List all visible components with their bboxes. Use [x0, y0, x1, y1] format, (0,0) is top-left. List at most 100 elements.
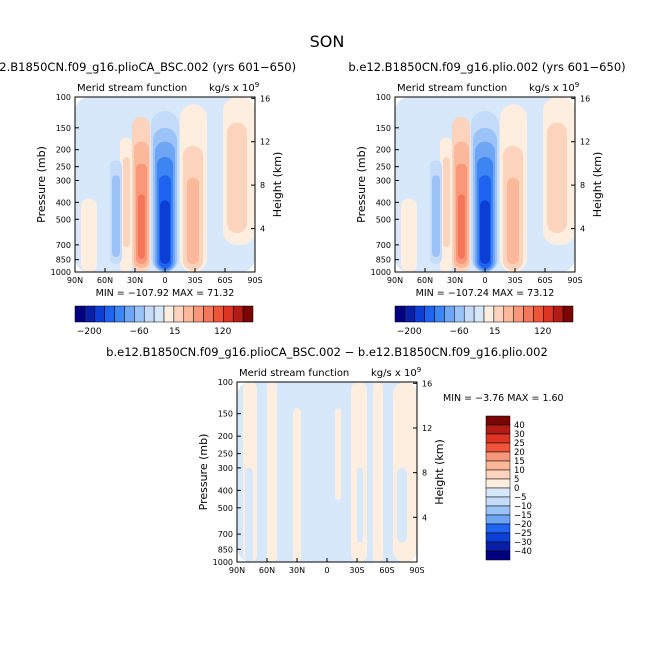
label-exponent: 9: [255, 81, 259, 89]
x-tick-label: 90N: [387, 276, 403, 285]
y-tick-label: 300: [218, 464, 233, 473]
y-tick-label: 850: [218, 545, 233, 554]
colorbar-label: 15: [169, 327, 180, 337]
y-tick-label: 400: [56, 198, 71, 207]
contour-region: [373, 382, 383, 562]
x-tick-label: 60N: [417, 276, 433, 285]
x-tick-label: 0: [162, 276, 167, 285]
contour-region: [443, 156, 450, 248]
colorbar-swatch: [404, 305, 416, 323]
y-tick-label: 700: [56, 241, 71, 250]
y2-tick-label: 8: [422, 469, 427, 478]
colorbar-label: 5: [514, 475, 519, 485]
y-tick-label: 150: [56, 124, 71, 133]
contour-region: [237, 382, 417, 562]
colorbar-swatch: [183, 305, 194, 323]
panel-left-label: Merid stream function: [397, 83, 507, 94]
colorbar-label: −60: [130, 327, 149, 337]
x-tick-label: 60S: [379, 566, 394, 575]
y-axis-title: Pressure (mb): [197, 434, 210, 511]
x-tick-label: 60S: [537, 276, 552, 285]
colorbar-label: 120: [534, 327, 551, 337]
colorbar-swatch: [485, 514, 511, 525]
x-tick-label: 90N: [67, 276, 83, 285]
colorbar-label: −40: [514, 547, 532, 557]
x-tick-label: 60N: [259, 566, 275, 575]
x-tick-label: 30S: [349, 566, 364, 575]
y2-tick-label: 8: [260, 181, 265, 190]
y-tick-label: 100: [218, 378, 233, 387]
colorbar-label: −200: [397, 327, 422, 337]
x-tick-label: 90N: [229, 566, 245, 575]
y-tick-label: 1000: [51, 268, 71, 277]
colorbar-swatch: [104, 305, 115, 323]
colorbar-label: 10: [514, 466, 525, 476]
y-tick-label: 250: [376, 163, 391, 172]
colorbar-swatch: [485, 460, 511, 471]
colorbar-swatch: [562, 305, 574, 323]
colorbar-swatch: [74, 305, 86, 323]
colorbar-swatch: [485, 415, 511, 426]
colorbar-label: 20: [514, 448, 525, 458]
y2-tick-label: 16: [580, 94, 590, 103]
colorbar-swatch: [134, 305, 145, 323]
y-tick-label: 850: [376, 256, 391, 265]
panel-stats: MIN = −3.76 MAX = 1.60: [443, 393, 564, 404]
y-axis-title: Pressure (mb): [35, 146, 48, 223]
colorbar-swatch: [454, 305, 465, 323]
colorbar-swatch: [485, 433, 511, 444]
colorbar-swatch: [485, 496, 511, 507]
y-tick-label: 150: [218, 410, 233, 419]
y2-tick-label: 4: [422, 513, 427, 522]
y2-tick-label: 12: [422, 424, 432, 433]
panel-right-label: kg/s x 109: [371, 366, 421, 379]
colorbar-label: 25: [514, 439, 525, 449]
contour-region: [81, 198, 97, 272]
contour-region: [357, 467, 363, 543]
colorbar-label: −20: [514, 520, 532, 530]
y-tick-label: 100: [56, 93, 71, 102]
y2-tick-label: 12: [580, 138, 590, 147]
colorbar-label: 40: [514, 421, 525, 431]
x-tick-label: 90S: [247, 276, 262, 285]
panel-stats: MIN = −107.92 MAX = 71.32: [96, 288, 235, 299]
panel-title: b.e12.B1850CN.f09_g16.plioCA_BSC.002 (yr…: [0, 60, 296, 74]
label-exponent: 9: [575, 81, 579, 89]
contour-region: [138, 194, 145, 259]
x-tick-label: 30S: [507, 276, 522, 285]
contour-region: [335, 408, 341, 500]
y-tick-label: 1000: [371, 268, 391, 277]
contour-region: [293, 408, 301, 562]
colorbar-swatch: [493, 305, 505, 323]
x-tick-label: 30N: [289, 566, 305, 575]
figure-title: SON: [309, 32, 345, 51]
y-tick-label: 500: [218, 504, 233, 513]
contour-region: [267, 382, 277, 562]
colorbar-swatch: [114, 305, 125, 323]
panel-3-field: [237, 382, 417, 562]
y-tick-label: 200: [56, 146, 71, 155]
colorbar-swatch: [473, 305, 485, 323]
colorbar-label: 30: [514, 430, 525, 440]
panel-left-label: Merid stream function: [77, 83, 187, 94]
colorbar-swatch: [394, 305, 406, 323]
y2-tick-label: 16: [422, 379, 432, 388]
contour-region: [245, 467, 253, 562]
y-tick-label: 150: [376, 124, 391, 133]
colorbar-swatch: [485, 442, 511, 453]
panel-right-label: kg/s x 109: [529, 81, 579, 94]
x-tick-label: 30S: [187, 276, 202, 285]
y-tick-label: 400: [376, 198, 391, 207]
contour-region: [547, 122, 567, 234]
y2-tick-label: 8: [580, 181, 585, 190]
x-tick-label: 30N: [127, 276, 143, 285]
panel-2-field: [395, 97, 575, 272]
colorbar-swatch: [485, 424, 511, 435]
colorbar-label: −5: [514, 493, 527, 503]
colorbar-swatch: [173, 305, 185, 323]
x-tick-label: 30N: [447, 276, 463, 285]
colorbar-swatch: [163, 305, 175, 323]
y-tick-label: 200: [376, 146, 391, 155]
panel-1-field: [75, 97, 255, 272]
y-tick-label: 300: [56, 176, 71, 185]
